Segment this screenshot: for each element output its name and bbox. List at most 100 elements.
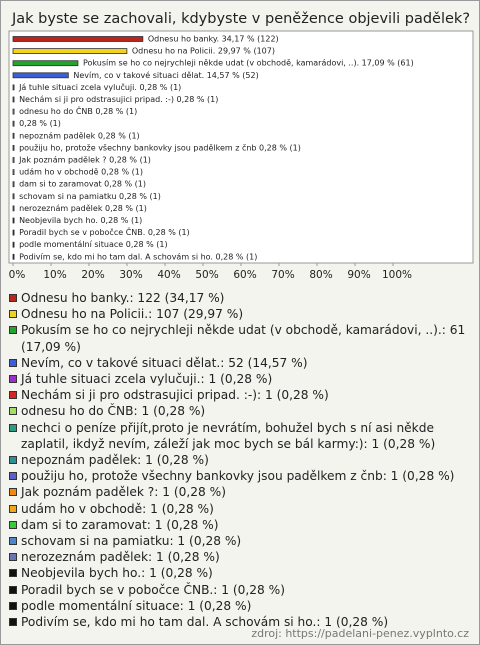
bar — [12, 241, 15, 248]
legend-label: Poradil bych se v pobočce ČNB.: 1 (0,28 … — [21, 582, 286, 597]
legend-label: nerozeznám padělek: 1 (0,28 %) — [21, 550, 220, 565]
bar-label: Nevím, co v takové situaci dělat. 14,57 … — [73, 70, 258, 80]
legend-swatch — [9, 585, 17, 594]
x-tick-label: 100% — [382, 269, 412, 281]
legend-swatch — [9, 569, 17, 578]
legend-label: odnesu ho do ČNB: 1 (0,28 %) — [21, 404, 206, 419]
bar — [12, 132, 15, 139]
bar-label: udám ho v obchodě 0,28 % (1) — [19, 168, 143, 177]
chart: Jak byste se zachovali, kdybyste v peněž… — [8, 11, 474, 281]
legend-label: podle momentální situace: 1 (0,28 %) — [21, 598, 252, 613]
legend-item: Nevím, co v takové situaci dělat.: 52 (1… — [9, 355, 471, 371]
legend-label: Pokusím se ho co nejrychleji někde udat … — [21, 323, 466, 354]
bar-label: Odnesu ho na Policii. 29,97 % (107) — [132, 47, 275, 56]
bar — [12, 48, 128, 54]
legend-item: Neobjevila bych ho.: 1 (0,28 %) — [9, 565, 471, 581]
bar — [12, 181, 15, 188]
bar-label: nepoznám padělek 0,28 % (1) — [19, 131, 140, 140]
legend-item: Já tuhle situaci zcela vylučuji.: 1 (0,2… — [9, 371, 471, 387]
legend-swatch — [9, 537, 17, 546]
bar — [12, 36, 144, 42]
bar-label: odnesu ho do ČNB 0,28 % (1) — [19, 105, 137, 116]
legend-swatch — [9, 310, 17, 319]
bar-label: podle momentální situace 0,28 % (1) — [19, 240, 168, 249]
x-tick-label: 0% — [9, 269, 26, 281]
bar — [12, 157, 15, 163]
legend-item: nepoznám padělek: 1 (0,28 %) — [9, 452, 471, 468]
bar-label: použiju ho, protože všechny bankovky jso… — [19, 142, 301, 152]
plot-area — [8, 30, 474, 264]
legend-item: odnesu ho do ČNB: 1 (0,28 %) — [9, 403, 471, 419]
bar-label: 0,28 % (1) — [19, 119, 61, 128]
legend-label: udám ho v obchodě: 1 (0,28 %) — [21, 501, 214, 516]
bar — [12, 96, 15, 103]
legend-item: Nechám si ji pro odstrasujici pripad. :-… — [9, 387, 471, 403]
bar — [12, 60, 79, 67]
bar — [12, 205, 15, 212]
legend-swatch — [9, 456, 17, 465]
legend-label: schovam si na pamiatku: 1 (0,28 %) — [21, 534, 242, 549]
legend-swatch — [9, 391, 17, 400]
legend-item: Odnesu ho banky.: 122 (34,17 %) — [9, 290, 471, 306]
legend-item: podle momentální situace: 1 (0,28 %) — [9, 598, 471, 614]
legend-label: Odnesu ho banky.: 122 (34,17 %) — [21, 291, 225, 305]
bar-label: Poradil bych se v pobočce ČNB. 0,28 % (1… — [19, 226, 190, 237]
x-tick-label: 60% — [233, 269, 256, 281]
x-tick-label: 20% — [81, 269, 104, 281]
legend-swatch — [9, 407, 17, 416]
bar — [12, 193, 15, 200]
legend-label: Jak poznám padělek ?: 1 (0,28 %) — [21, 485, 226, 500]
bar-label: Neobjevila bych ho. 0,28 % (1) — [19, 216, 142, 225]
bar — [12, 84, 15, 91]
legend-item: dam si to zaramovat: 1 (0,28 %) — [9, 517, 471, 533]
x-tick-label: 40% — [157, 269, 180, 281]
bar — [12, 253, 15, 260]
legend-label: Nechám si ji pro odstrasujici pripad. :-… — [21, 388, 329, 403]
x-tick-label: 10% — [43, 269, 66, 281]
bar-label: Podivím se, kdo mi ho tam dal. A schovám… — [19, 252, 257, 261]
bar — [12, 217, 15, 224]
legend-swatch — [9, 326, 17, 335]
x-tick-label: 70% — [271, 269, 294, 281]
legend-item: Poradil bych se v pobočce ČNB.: 1 (0,28 … — [9, 582, 471, 598]
legend-label: nechci o peníze přijít,proto je nevrátím… — [21, 420, 436, 451]
bar-label: Odnesu ho banky. 34,17 % (122) — [148, 35, 279, 44]
legend-label: Neobjevila bych ho.: 1 (0,28 %) — [21, 566, 213, 581]
legend: Odnesu ho banky.: 122 (34,17 %) Odnesu ho… — [9, 290, 471, 630]
legend-label: Já tuhle situaci zcela vylučuji.: 1 (0,2… — [21, 372, 273, 387]
bar — [12, 229, 15, 236]
bar-label: Nechám si ji pro odstrasujici pripad. :-… — [19, 95, 218, 104]
legend-item: Jak poznám padělek ?: 1 (0,28 %) — [9, 484, 471, 500]
bar — [12, 108, 15, 115]
legend-swatch — [9, 553, 17, 562]
legend-label: Nevím, co v takové situaci dělat.: 52 (1… — [21, 355, 308, 370]
legend-swatch — [9, 488, 17, 497]
legend-label: nepoznám padělek: 1 (0,28 %) — [21, 453, 209, 468]
bar-label: schovam si na pamiatku 0,28 % (1) — [19, 192, 161, 201]
chart-title: Jak byste se zachovali, kdybyste v peněž… — [11, 11, 470, 27]
legend-item: nechci o peníze přijít,proto je nevrátím… — [9, 420, 471, 452]
x-tick-label: 50% — [195, 269, 218, 281]
legend-item: nerozeznám padělek: 1 (0,28 %) — [9, 549, 471, 565]
bar-label: dam si to zaramovat 0,28 % (1) — [19, 180, 146, 189]
legend-item: Podivím se, kdo mi ho tam dal. A schovám… — [9, 614, 471, 630]
legend-swatch — [9, 520, 17, 529]
legend-item: Pokusím se ho co nejrychleji někde udat … — [9, 322, 471, 354]
x-tick-label: 80% — [309, 269, 332, 281]
legend-swatch — [9, 504, 17, 513]
legend-item: Odnesu ho na Policii.: 107 (29,97 %) — [9, 306, 471, 322]
bar — [12, 169, 15, 176]
x-tick-label: 90% — [347, 269, 370, 281]
legend-label: Podivím se, kdo mi ho tam dal. A schovám… — [21, 615, 389, 630]
legend-label: použiju ho, protože všechny bankovky jso… — [21, 469, 455, 484]
bar — [12, 120, 15, 127]
legend-swatch — [9, 294, 17, 302]
legend-swatch — [9, 618, 17, 627]
bar — [12, 72, 69, 79]
legend-swatch — [9, 375, 17, 384]
legend-item: použiju ho, protože všechny bankovky jso… — [9, 468, 471, 484]
bar-label: Pokusím se ho co nejrychleji někde udat … — [83, 59, 414, 68]
bar-label: Já tuhle situaci zcela vylučuji. 0,28 % … — [18, 82, 181, 92]
legend-label: Odnesu ho na Policii.: 107 (29,97 %) — [21, 307, 244, 322]
bar-label: nerozeznám padělek 0,28 % (1) — [19, 204, 147, 213]
